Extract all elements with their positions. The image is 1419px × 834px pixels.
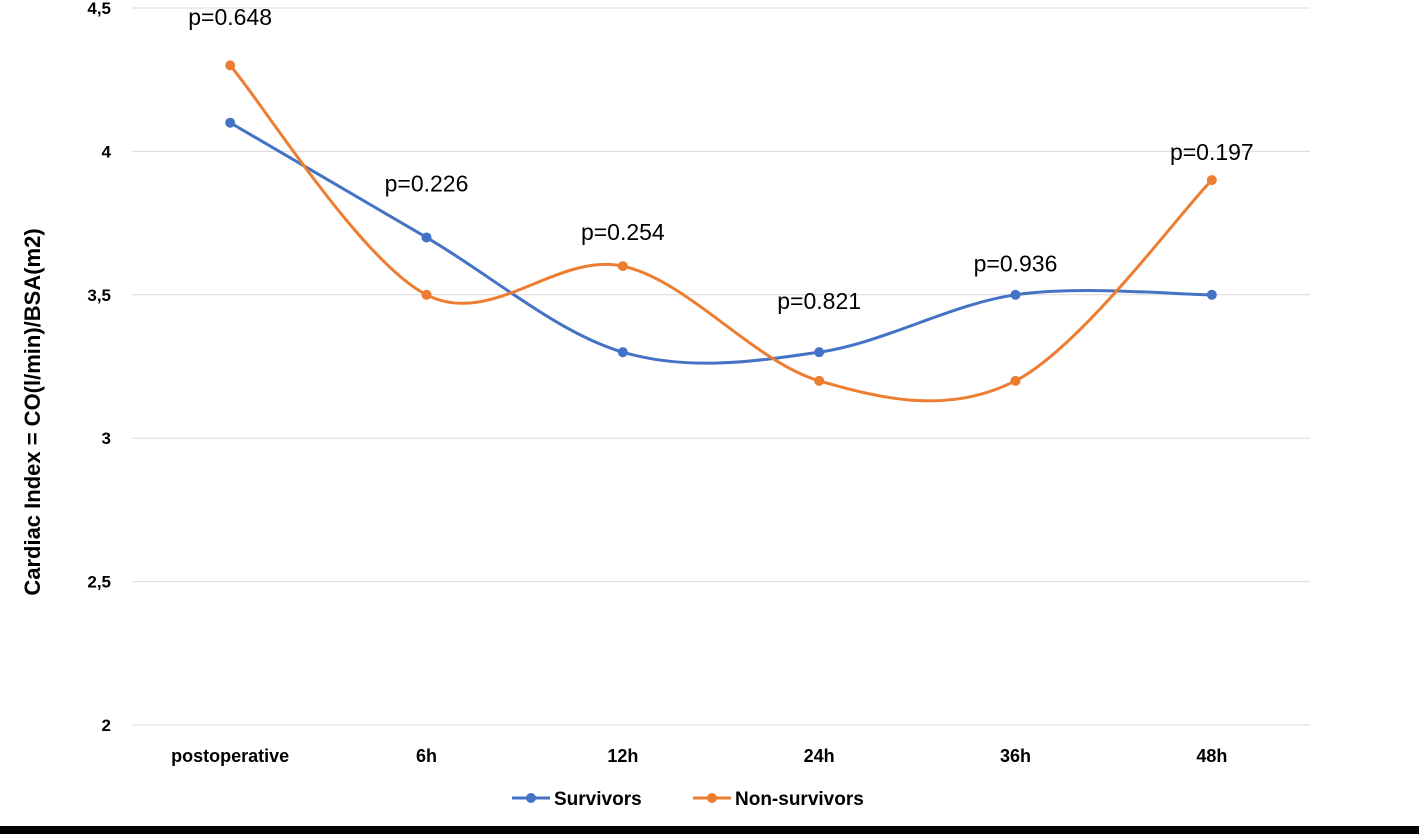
y-tick-label: 4,5	[87, 0, 111, 18]
gridlines	[132, 7, 1310, 726]
data-point	[421, 232, 432, 243]
data-point	[1010, 289, 1021, 300]
legend-swatch-marker	[707, 793, 717, 803]
x-tick-label: 6h	[416, 746, 437, 766]
legend-label: Non-survivors	[735, 789, 864, 810]
y-tick-label: 2,5	[87, 573, 111, 592]
legend-swatch-marker	[526, 793, 536, 803]
y-tick-label: 3	[102, 429, 111, 448]
series-survivors	[225, 117, 1217, 365]
y-tick-label: 2	[102, 716, 111, 735]
data-point	[421, 289, 432, 300]
data-point	[617, 261, 628, 272]
p-value-annotation: p=0.936	[974, 251, 1058, 277]
x-tick-label: 48h	[1196, 746, 1227, 766]
x-tick-label: 12h	[607, 746, 638, 766]
x-tick-label: 24h	[804, 746, 835, 766]
legend-item: Survivors	[512, 789, 642, 810]
series-line	[229, 64, 1213, 403]
legend: Survivors Non-survivors	[512, 789, 864, 810]
x-tick-label: 36h	[1000, 746, 1031, 766]
series-non-survivors	[225, 60, 1217, 403]
p-value-annotation: p=0.254	[581, 219, 665, 245]
y-axis-ticks: 2 2,5 3 3,5 4 4,5	[87, 0, 111, 735]
legend-label: Survivors	[554, 789, 642, 810]
x-tick-label: postoperative	[171, 746, 289, 766]
y-axis-label: Cardiac Index = CO(l/min)/BSA(m2)	[20, 228, 45, 595]
p-value-annotation: p=0.226	[385, 170, 469, 196]
data-point	[1010, 375, 1021, 386]
y-tick-label: 3,5	[87, 286, 111, 305]
p-value-annotation: p=0.197	[1170, 139, 1254, 165]
data-point	[225, 60, 236, 71]
x-axis-ticks: postoperative 6h 12h 24h 36h 48h	[171, 746, 1227, 766]
series-line	[229, 121, 1212, 365]
data-point	[814, 347, 825, 358]
data-point	[1206, 175, 1217, 186]
annotations: p=0.648 p=0.226 p=0.254 p=0.821 p=0.936 p=0.1…	[188, 4, 1253, 314]
p-value-annotation: p=0.648	[188, 4, 272, 30]
data-point	[225, 117, 236, 128]
data-point	[1206, 289, 1217, 300]
data-point	[617, 347, 628, 358]
p-value-annotation: p=0.821	[777, 288, 861, 314]
legend-item: Non-survivors	[693, 789, 864, 810]
y-tick-label: 4	[102, 142, 112, 161]
data-point	[814, 375, 825, 386]
series	[225, 60, 1217, 403]
